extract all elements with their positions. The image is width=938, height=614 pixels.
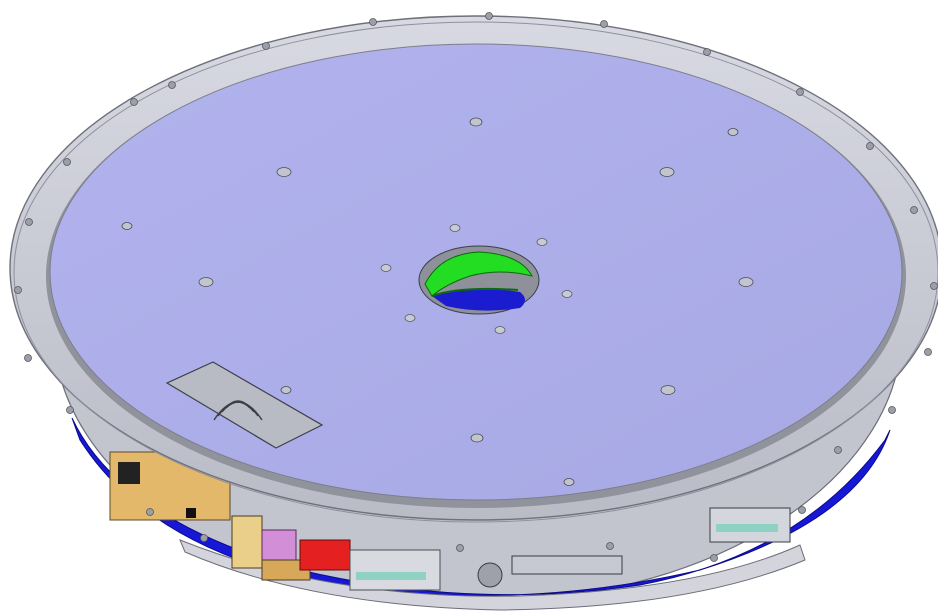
right-teal-strip — [716, 524, 778, 532]
long-connector — [511, 555, 623, 575]
red-connector — [299, 539, 351, 571]
center-hole — [418, 245, 540, 315]
small-socket — [186, 508, 196, 518]
speaker-plate — [165, 361, 324, 449]
grey-plate-connector — [349, 549, 441, 591]
flange-bolt-holes — [14, 12, 938, 562]
center-mounting-holes — [380, 224, 573, 334]
speaker-grille-icon — [213, 400, 263, 421]
round-fitting — [477, 562, 503, 588]
black-connector — [118, 462, 140, 484]
side-components — [109, 451, 791, 591]
terminal-block — [231, 515, 263, 569]
plate-mounting-holes — [121, 117, 754, 486]
teal-strip — [356, 572, 426, 580]
